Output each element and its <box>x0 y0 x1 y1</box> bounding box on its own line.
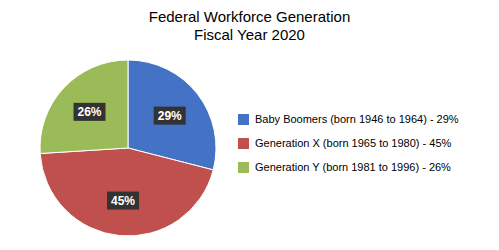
svg-text:26%: 26% <box>77 105 101 119</box>
html-text:Federal Workforce Generation: Federal Workforce Generation <box>148 8 351 25</box>
html-text:Fiscal Year 2020: Fiscal Year 2020 <box>194 26 305 43</box>
svg-text:29%: 29% <box>158 109 182 123</box>
html-text:Generation Y (born 1981 to 199: Generation Y (born 1981 to 1996) - 26% <box>255 161 451 173</box>
html-text:Generation X (born 1965 to 198: Generation X (born 1965 to 1980) - 45% <box>255 137 452 149</box>
html-text:Baby Boomers (born 1946 to 196: Baby Boomers (born 1946 to 1964) - 29% <box>255 113 459 125</box>
svg-text:45%: 45% <box>111 194 135 208</box>
